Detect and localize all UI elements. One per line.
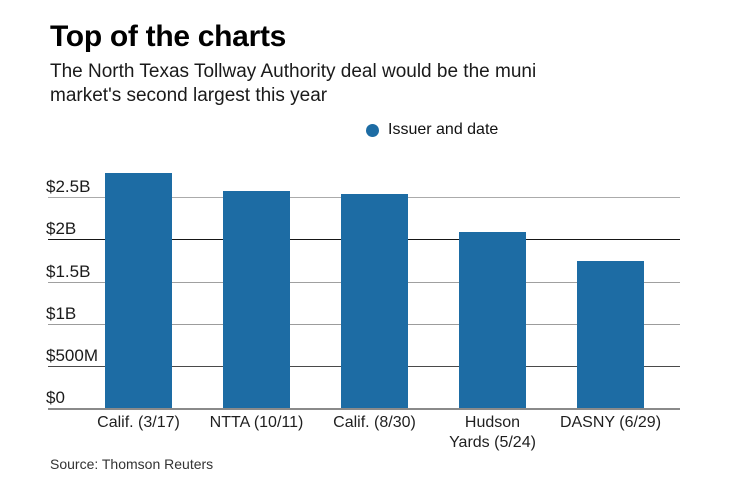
- bar: [459, 231, 526, 408]
- x-axis-label: Calif. (3/17): [97, 414, 180, 431]
- x-axis-line: [48, 408, 680, 410]
- x-axis-label: Hudson Yards (5/24): [449, 414, 536, 451]
- subtitle-line-2: market's second largest this year: [50, 85, 328, 106]
- bar: [105, 172, 172, 408]
- y-axis-label: $1B: [46, 303, 77, 323]
- subtitle-line-1: The North Texas Tollway Authority deal w…: [50, 61, 537, 82]
- chart-subtitle: The North Texas Tollway Authority deal w…: [50, 60, 710, 108]
- y-axis-label: $0: [46, 388, 65, 407]
- x-axis-label: DASNY (6/29): [559, 414, 662, 431]
- y-axis-label: $2B: [46, 219, 77, 239]
- legend-dot-icon: [366, 123, 379, 137]
- chart-title: Top of the charts: [50, 20, 287, 53]
- y-axis-label: $500M: [46, 345, 98, 365]
- y-axis-label: $1.5B: [46, 261, 91, 281]
- bar: [577, 261, 644, 408]
- bar: [223, 191, 290, 408]
- y-axis-label: $2.5B: [46, 177, 91, 197]
- x-axis-label: Calif. (8/30): [333, 414, 416, 431]
- legend: Issuer and date: [366, 121, 498, 139]
- bar: [341, 193, 408, 408]
- legend-label: Issuer and date: [388, 121, 499, 138]
- x-axis-label: NTTA (10/11): [209, 414, 304, 431]
- source-note: Source: Thomson Reuters: [50, 456, 214, 472]
